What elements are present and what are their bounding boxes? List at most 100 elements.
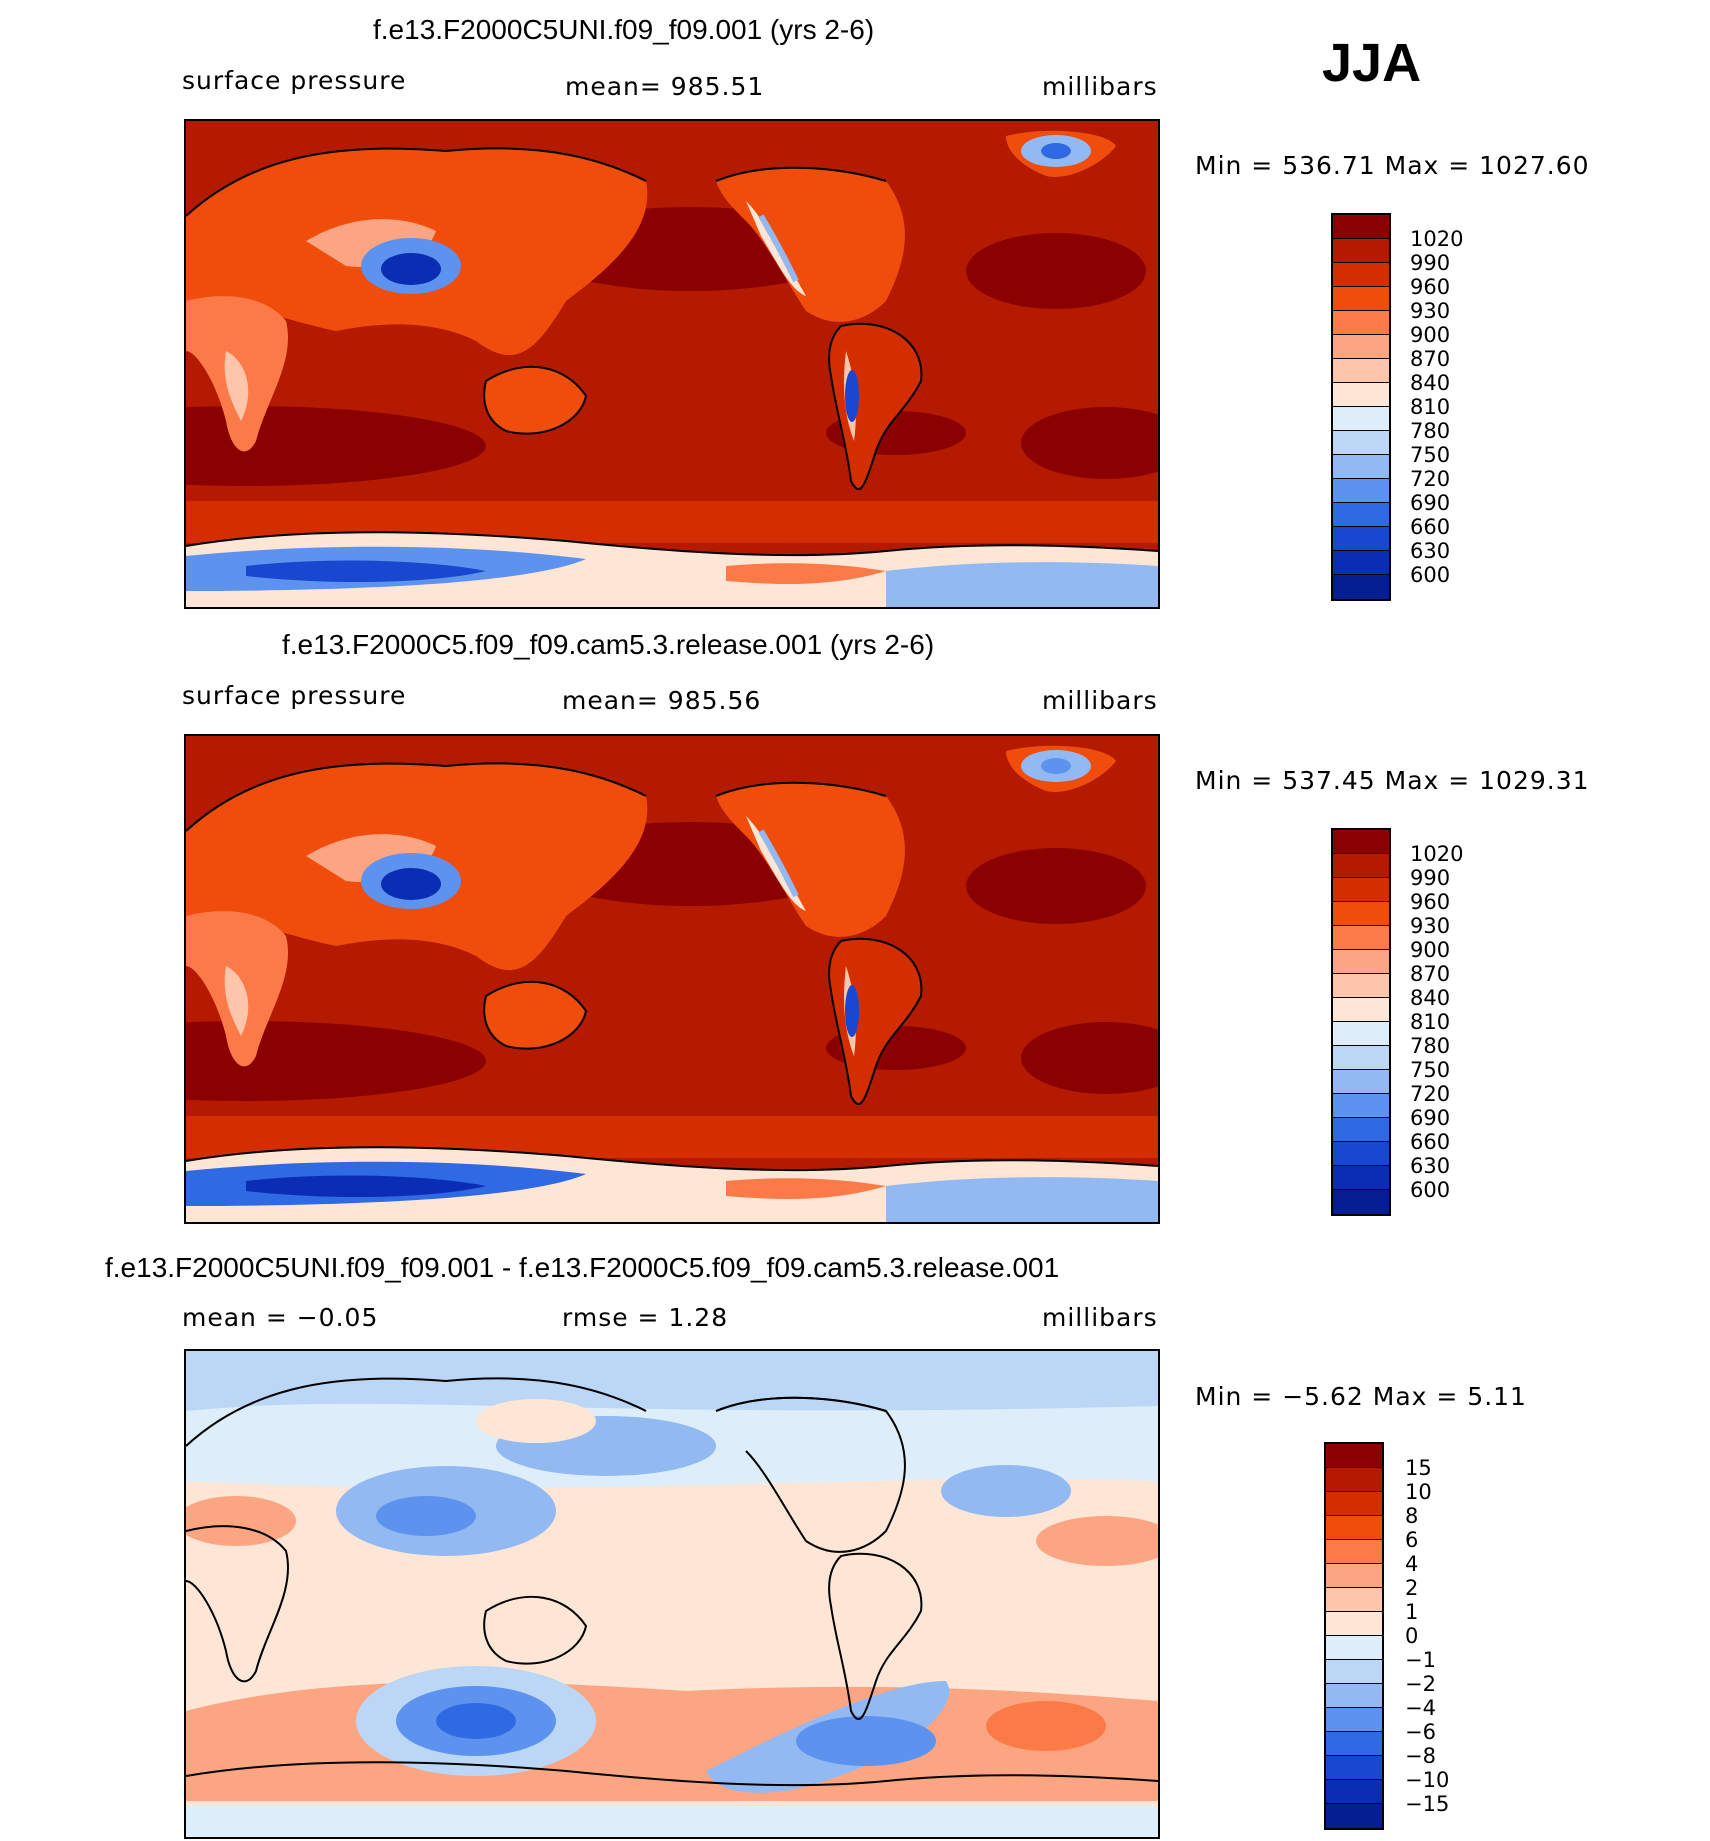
colorbar-level-label: 720 bbox=[1410, 467, 1451, 491]
colorbar-level-label: 750 bbox=[1410, 1058, 1451, 1082]
colorbar-level-label: 0 bbox=[1405, 1624, 1419, 1648]
colorbar-level-label: 690 bbox=[1410, 1106, 1451, 1130]
colorbar-level-label: 1020 bbox=[1410, 842, 1464, 866]
panel-1-units-label: millibars bbox=[1042, 72, 1158, 101]
panel-1-contour-plot bbox=[186, 121, 1158, 607]
colorbar-level-label: 8 bbox=[1405, 1504, 1419, 1528]
colorbar-swatch bbox=[1326, 1756, 1382, 1780]
panel-2-mean-label: mean= 985.56 bbox=[562, 686, 762, 715]
panel-2-title: f.e13.F2000C5.f09_f09.cam5.3.release.001… bbox=[282, 629, 935, 660]
colorbar-level-label: 600 bbox=[1410, 1178, 1451, 1202]
colorbar-level-label: −10 bbox=[1405, 1768, 1450, 1792]
colorbar-level-label: −1 bbox=[1405, 1648, 1436, 1672]
colorbar-swatch bbox=[1333, 926, 1389, 950]
colorbar-swatch bbox=[1333, 1190, 1389, 1214]
panel-3-minmax: Min = −5.62 Max = 5.11 bbox=[1195, 1382, 1527, 1411]
colorbar-swatch bbox=[1326, 1732, 1382, 1756]
panel-1-mean-label: mean= 985.51 bbox=[565, 72, 765, 101]
colorbar-level-label: 840 bbox=[1410, 986, 1451, 1010]
colorbar-level-label: 990 bbox=[1410, 866, 1451, 890]
panel-1-minmax: Min = 536.71 Max = 1027.60 bbox=[1195, 151, 1590, 180]
colorbar-swatch bbox=[1333, 335, 1389, 359]
panel-1-variable-label: surface pressure bbox=[182, 66, 407, 95]
panel-2-minmax: Min = 537.45 Max = 1029.31 bbox=[1195, 766, 1590, 795]
south-indian-high bbox=[186, 406, 486, 486]
panel-1-colorbar bbox=[1331, 213, 1391, 601]
colorbar-level-label: 630 bbox=[1410, 1154, 1451, 1178]
colorbar-swatch bbox=[1333, 527, 1389, 551]
panel-3-title: f.e13.F2000C5UNI.f09_f09.001 - f.e13.F20… bbox=[105, 1252, 1060, 1283]
colorbar-swatch bbox=[1333, 1022, 1389, 1046]
colorbar-level-label: 780 bbox=[1410, 1034, 1451, 1058]
colorbar-swatch bbox=[1333, 902, 1389, 926]
colorbar-level-label: −2 bbox=[1405, 1672, 1436, 1696]
colorbar-level-label: 780 bbox=[1410, 419, 1451, 443]
colorbar-level-label: 720 bbox=[1410, 1082, 1451, 1106]
colorbar-level-label: 810 bbox=[1410, 1010, 1451, 1034]
colorbar-swatch bbox=[1333, 503, 1389, 527]
panel-1-title: f.e13.F2000C5UNI.f09_f09.001 (yrs 2-6) bbox=[373, 14, 875, 45]
colorbar-swatch bbox=[1333, 575, 1389, 599]
colorbar-level-label: −4 bbox=[1405, 1696, 1436, 1720]
colorbar-level-label: 660 bbox=[1410, 515, 1451, 539]
panel-2-variable-label: surface pressure bbox=[182, 681, 407, 710]
colorbar-level-label: 2 bbox=[1405, 1576, 1419, 1600]
colorbar-level-label: 900 bbox=[1410, 938, 1451, 962]
colorbar-swatch bbox=[1326, 1444, 1382, 1468]
colorbar-swatch bbox=[1333, 1094, 1389, 1118]
colorbar-swatch bbox=[1326, 1804, 1382, 1828]
panel-2-map bbox=[184, 734, 1160, 1224]
north-america-land bbox=[716, 167, 905, 322]
colorbar-level-label: 750 bbox=[1410, 443, 1451, 467]
colorbar-level-label: 660 bbox=[1410, 1130, 1451, 1154]
colorbar-swatch bbox=[1333, 998, 1389, 1022]
colorbar-level-label: 900 bbox=[1410, 323, 1451, 347]
season-label: JJA bbox=[1322, 33, 1422, 93]
colorbar-swatch bbox=[1326, 1660, 1382, 1684]
colorbar-level-label: 840 bbox=[1410, 371, 1451, 395]
colorbar-level-label: 1020 bbox=[1410, 227, 1464, 251]
colorbar-swatch bbox=[1326, 1612, 1382, 1636]
colorbar-swatch bbox=[1333, 1142, 1389, 1166]
panel-2-colorbar bbox=[1331, 828, 1391, 1216]
panel-3-mean-label: mean = −0.05 bbox=[182, 1303, 379, 1332]
colorbar-swatch bbox=[1333, 830, 1389, 854]
colorbar-level-label: 960 bbox=[1410, 275, 1451, 299]
colorbar-swatch bbox=[1333, 854, 1389, 878]
panel-2-contour-plot bbox=[186, 736, 1158, 1222]
colorbar-swatch bbox=[1326, 1516, 1382, 1540]
colorbar-level-label: 4 bbox=[1405, 1552, 1419, 1576]
colorbar-swatch bbox=[1333, 974, 1389, 998]
colorbar-swatch bbox=[1333, 263, 1389, 287]
panel-1-map bbox=[184, 119, 1160, 609]
panel-3-contour-plot bbox=[186, 1351, 1158, 1837]
colorbar-level-label: 870 bbox=[1410, 962, 1451, 986]
colorbar-swatch bbox=[1326, 1708, 1382, 1732]
colorbar-level-label: 10 bbox=[1405, 1480, 1432, 1504]
colorbar-level-label: 1 bbox=[1405, 1600, 1419, 1624]
colorbar-swatch bbox=[1333, 878, 1389, 902]
colorbar-swatch bbox=[1333, 1070, 1389, 1094]
colorbar-swatch bbox=[1333, 383, 1389, 407]
panel-3-rmse-label: rmse = 1.28 bbox=[562, 1303, 729, 1332]
colorbar-swatch bbox=[1333, 431, 1389, 455]
panel-2-units-label: millibars bbox=[1042, 686, 1158, 715]
colorbar-swatch bbox=[1333, 455, 1389, 479]
colorbar-swatch bbox=[1333, 1046, 1389, 1070]
colorbar-swatch bbox=[1326, 1468, 1382, 1492]
colorbar-swatch bbox=[1326, 1564, 1382, 1588]
panel-3-map bbox=[184, 1349, 1160, 1839]
colorbar-swatch bbox=[1333, 950, 1389, 974]
colorbar-swatch bbox=[1333, 1118, 1389, 1142]
colorbar-swatch bbox=[1333, 479, 1389, 503]
colorbar-level-label: 930 bbox=[1410, 914, 1451, 938]
colorbar-swatch bbox=[1333, 239, 1389, 263]
colorbar-level-label: −6 bbox=[1405, 1720, 1436, 1744]
colorbar-level-label: 600 bbox=[1410, 563, 1451, 587]
colorbar-level-label: 690 bbox=[1410, 491, 1451, 515]
colorbar-level-label: 15 bbox=[1405, 1456, 1432, 1480]
panel-3-units-label: millibars bbox=[1042, 1303, 1158, 1332]
colorbar-swatch bbox=[1326, 1492, 1382, 1516]
north-atlantic-high bbox=[966, 233, 1146, 309]
colorbar-swatch bbox=[1326, 1636, 1382, 1660]
